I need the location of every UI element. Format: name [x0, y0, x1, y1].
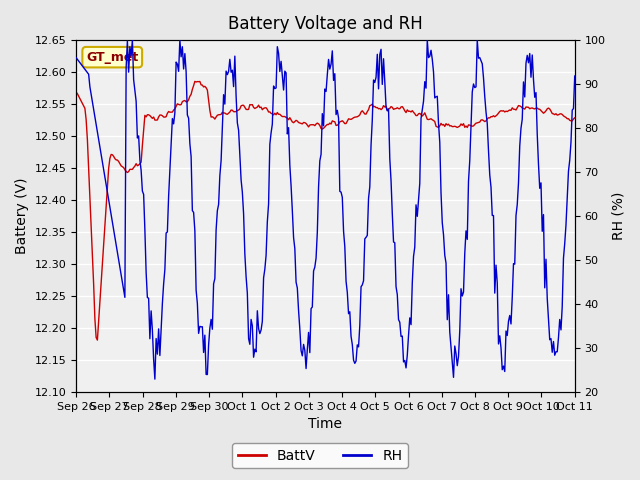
- Y-axis label: Battery (V): Battery (V): [15, 178, 29, 254]
- Text: GT_met: GT_met: [86, 51, 138, 64]
- Legend: BattV, RH: BattV, RH: [232, 443, 408, 468]
- Y-axis label: RH (%): RH (%): [611, 192, 625, 240]
- Title: Battery Voltage and RH: Battery Voltage and RH: [228, 15, 423, 33]
- X-axis label: Time: Time: [308, 418, 342, 432]
